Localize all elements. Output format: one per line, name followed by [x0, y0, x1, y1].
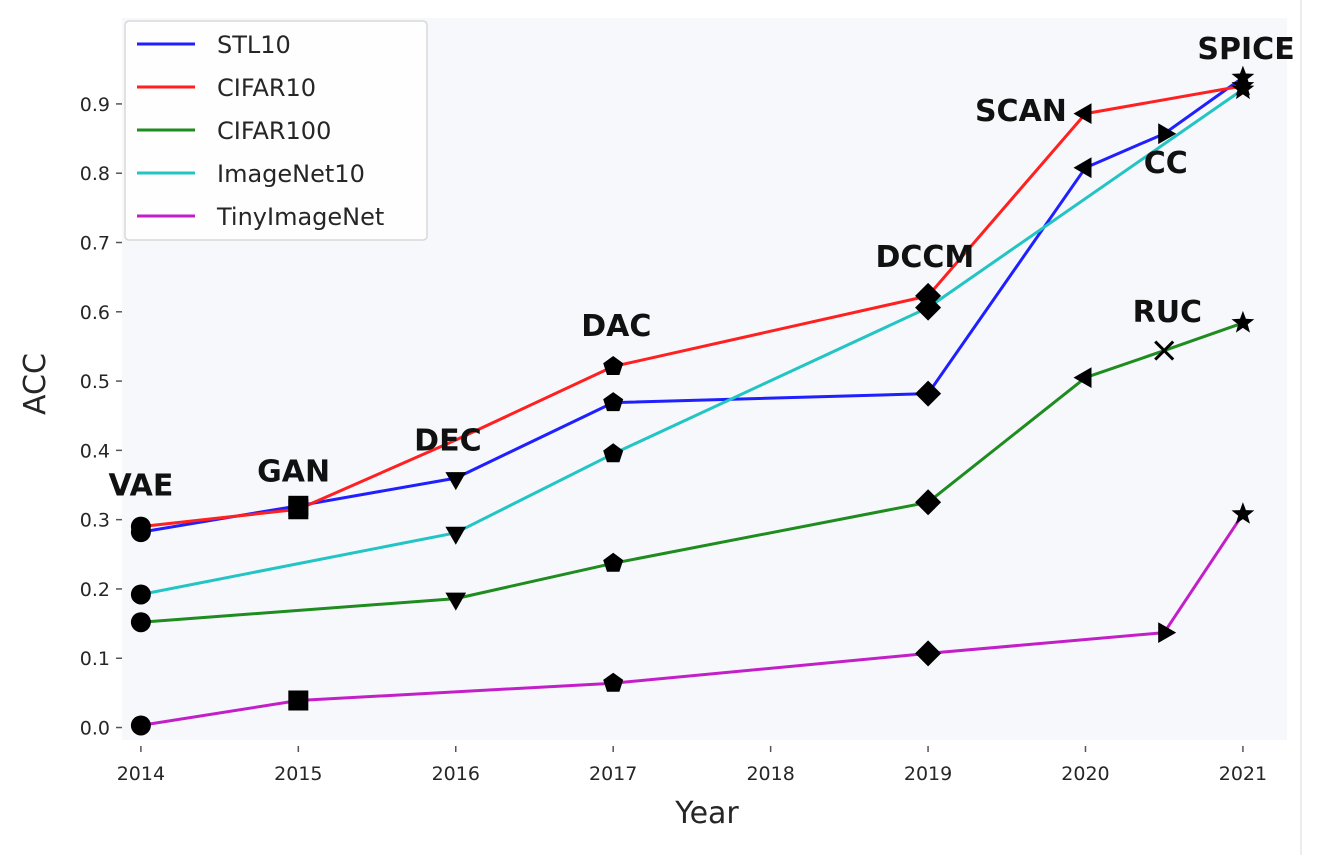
y-tick-label: 0.4: [80, 440, 110, 462]
marker-tinyimagenet-diamond: [915, 640, 942, 667]
annotation-cc: CC: [1144, 146, 1188, 181]
marker-imagenet10-pentagon: [603, 443, 624, 463]
annotation-spice: SPICE: [1197, 32, 1294, 67]
marker-cifar100-pentagon: [603, 552, 624, 572]
x-tick-label: 2014: [117, 763, 165, 785]
right-edge-strip: [1300, 0, 1302, 855]
legend-label-cifar100: CIFAR100: [217, 117, 331, 145]
x-axis: 2014 2015 2016 2017 2018 2019 2020 2021: [117, 746, 1267, 785]
annotation-dec: DEC: [414, 423, 481, 458]
marker-cifar100-star: [1231, 310, 1255, 333]
data-markers: [130, 65, 1255, 736]
y-tick-label: 0.5: [80, 371, 110, 393]
legend-label-imagenet10: ImageNet10: [217, 160, 365, 188]
x-tick-label: 2020: [1061, 763, 1109, 785]
marker-tinyimagenet-triangle-right: [1158, 622, 1177, 643]
y-axis-label: ACC: [18, 353, 53, 415]
marker-tinyimagenet-pentagon: [603, 672, 624, 692]
y-axis: 0.0 0.1 0.2 0.3 0.4 0.5 0.6 0.7 0.8 0.9: [80, 94, 122, 740]
x-tick-label: 2019: [904, 763, 952, 785]
method-annotations: VAE GAN DEC DAC DCCM SCAN CC RUC SPICE: [108, 32, 1294, 504]
x-axis-label: Year: [674, 796, 739, 831]
x-tick-label: 2018: [746, 763, 794, 785]
y-tick-label: 0.6: [80, 302, 110, 324]
marker-cifar10-pentagon: [603, 356, 624, 375]
x-tick-label: 2015: [274, 763, 322, 785]
marker-cifar100-triangle-left: [1073, 367, 1092, 388]
x-tick-label: 2017: [589, 763, 637, 785]
annotation-dac: DAC: [581, 309, 651, 344]
x-tick-label: 2016: [432, 763, 480, 785]
legend-frame: [124, 20, 428, 241]
marker-imagenet10-circle: [130, 584, 151, 605]
y-tick-label: 0.7: [80, 232, 110, 254]
marker-imagenet10-star: [1231, 77, 1255, 100]
marker-imagenet10-diamond: [915, 294, 942, 321]
x-tick-label: 2021: [1219, 763, 1267, 785]
marker-stl10-diamond: [915, 380, 942, 407]
y-tick-label: 0.0: [80, 718, 110, 740]
legend-label-stl10: STL10: [217, 31, 291, 59]
marker-tinyimagenet-star: [1231, 502, 1255, 524]
marker-stl10-pentagon: [603, 392, 624, 412]
annotation-gan: GAN: [257, 455, 330, 490]
y-tick-label: 0.3: [80, 510, 110, 532]
marker-cifar100-x: [1154, 340, 1175, 361]
marker-cifar100-circle: [130, 612, 151, 633]
annotation-ruc: RUC: [1133, 295, 1202, 330]
legend-label-tinyimagenet: TinyImageNet: [216, 203, 384, 231]
annotation-dccm: DCCM: [876, 240, 975, 275]
y-tick-label: 0.2: [80, 579, 110, 601]
series-line-stl10: [140, 76, 1244, 534]
annotation-vae: VAE: [108, 468, 173, 503]
marker-cifar10-triangle-left: [1073, 103, 1092, 124]
marker-imagenet10-triangle-down: [445, 526, 467, 545]
y-tick-label: 0.1: [80, 648, 110, 670]
marker-cifar100-diamond: [915, 489, 942, 516]
y-tick-label: 0.8: [80, 163, 110, 185]
marker-stl10-triangle-right: [1158, 123, 1177, 145]
marker-tinyimagenet-circle: [130, 715, 151, 736]
marker-cifar10-square: [288, 499, 309, 520]
y-tick-label: 0.9: [80, 94, 110, 116]
legend-label-cifar10: CIFAR10: [217, 74, 316, 102]
legend: STL10 CIFAR10 CIFAR100 ImageNet10 TinyImageN…: [124, 20, 428, 241]
marker-tinyimagenet-square: [288, 690, 309, 711]
marker-stl10-triangle-left: [1073, 157, 1092, 179]
marker-stl10-triangle-down: [445, 472, 467, 491]
marker-cifar10-circle: [130, 516, 151, 537]
annotation-scan: SCAN: [975, 94, 1067, 129]
marker-cifar100-triangle-down: [445, 592, 467, 611]
series-line-tinyimagenet: [140, 513, 1245, 727]
